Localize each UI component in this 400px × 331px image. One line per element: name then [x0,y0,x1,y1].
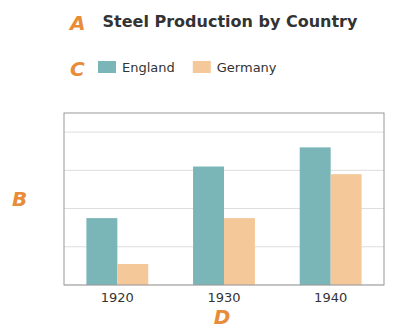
legend-swatch [193,61,211,73]
bar [193,167,224,285]
legend-swatch [98,61,116,73]
bar [86,218,117,285]
annotation: D [214,305,231,329]
bars [86,147,361,285]
grid-line [64,132,384,133]
legend-label: England [122,60,175,75]
legend-label: Germany [217,60,277,75]
x-tick-label: 1940 [314,290,347,305]
chart: 1920 1930 1940 Steel Production by Country E… [0,0,400,331]
bar [117,264,148,285]
plot-frame [64,113,384,285]
x-tick-label: 1930 [207,290,240,305]
bar [224,218,255,285]
annotation: B [12,187,27,211]
x-tick-label: 1920 [101,290,134,305]
legend-item: England [98,60,175,75]
bar [300,147,331,285]
legend-item: Germany [193,60,277,75]
title: Steel Production by Country [103,12,358,31]
annotation: A [68,11,85,35]
bar [331,174,362,285]
annotation: C [70,57,85,81]
